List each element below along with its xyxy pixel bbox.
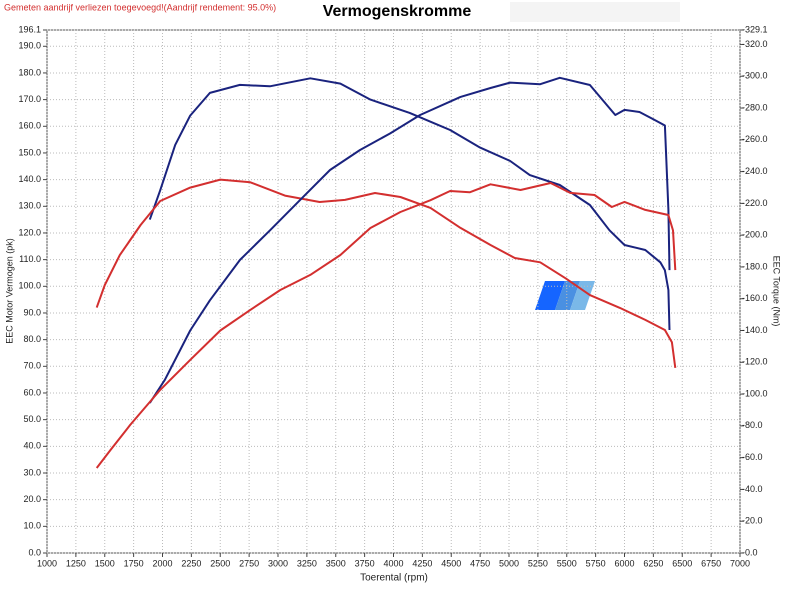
x-tick-label: 4750 (470, 558, 490, 568)
y2-tick-label: -100.0 (742, 388, 768, 398)
x-tick-label: 3000 (268, 558, 288, 568)
series-line (95, 178, 677, 369)
x-tick-label: 2000 (152, 558, 172, 568)
x-tick-label: 2250 (181, 558, 201, 568)
series-line (148, 77, 671, 331)
y-tick-label: 60.0 (23, 387, 41, 397)
y2-tick-label: -40.0 (742, 484, 763, 494)
y-tick-label: 40.0 (23, 441, 41, 451)
x-tick-label: 6000 (614, 558, 634, 568)
y2-tick-label: -220.0 (742, 198, 768, 208)
x-tick-label: 2750 (239, 558, 259, 568)
y-tick-label: 130.0 (18, 201, 41, 211)
y-tick-label: 120.0 (18, 227, 41, 237)
y-axis-label: EEC Motor Vermogen (pk) (4, 238, 14, 344)
x-tick-label: 2500 (210, 558, 230, 568)
y-tick-label: 180.0 (18, 67, 41, 77)
series-line (148, 76, 671, 404)
x-tick-label: 4000 (383, 558, 403, 568)
y-tick-label: 160.0 (18, 121, 41, 131)
y2-tick-label: -120.0 (742, 357, 768, 367)
x-tick-label: 3250 (297, 558, 317, 568)
x-tick-label: 5250 (528, 558, 548, 568)
x-tick-label: 5000 (499, 558, 519, 568)
y2-tick-label: -320.0 (742, 39, 768, 49)
x-tick-label: 6500 (672, 558, 692, 568)
x-tick-label: 3500 (326, 558, 346, 568)
x-tick-label: 5750 (586, 558, 606, 568)
y-tick-label: 90.0 (23, 307, 41, 317)
y2-tick-label: -260.0 (742, 134, 768, 144)
y-tick-label: 50.0 (23, 414, 41, 424)
y2-tick-label: -80.0 (742, 420, 763, 430)
x-tick-label: 1750 (124, 558, 144, 568)
y-tick-label: 10.0 (23, 521, 41, 531)
y-tick-label: 170.0 (18, 94, 41, 104)
y2-tick-label: -160.0 (742, 293, 768, 303)
y-tick-label: 20.0 (23, 494, 41, 504)
y-tick-label: 100.0 (18, 281, 41, 291)
y2-tick-label: -60.0 (742, 452, 763, 462)
y2-tick-label: -300.0 (742, 71, 768, 81)
x-tick-label: 6750 (701, 558, 721, 568)
y-tick-label: 110.0 (19, 254, 41, 264)
x-tick-label: 3750 (355, 558, 375, 568)
x-tick-label: 6250 (643, 558, 663, 568)
series-line (95, 182, 677, 469)
x-tick-label: 4250 (412, 558, 432, 568)
y2-tick-label: -329.1 (742, 24, 768, 34)
x-tick-label: 4500 (441, 558, 461, 568)
y-tick-label: 30.0 (23, 467, 41, 477)
y-tick-label: 70.0 (23, 361, 41, 371)
y2-tick-label: -140.0 (742, 325, 768, 335)
y2-tick-label: -180.0 (742, 261, 768, 271)
y2-tick-label: -0.0 (742, 547, 758, 557)
title-box (510, 2, 680, 22)
y2-axis-label: EEC Torque (Nm) (772, 256, 782, 327)
x-tick-label: 1250 (66, 558, 86, 568)
x-tick-label: 7000 (730, 558, 750, 568)
y-tick-label: 80.0 (23, 334, 41, 344)
x-tick-label: 1000 (37, 558, 57, 568)
x-axis-label: Toerental (rpm) (360, 573, 428, 584)
y-tick-label: 0.0 (28, 547, 41, 557)
x-tick-label: 5500 (557, 558, 577, 568)
y-tick-label: 140.0 (18, 174, 41, 184)
watermark (535, 281, 595, 310)
note: Gemeten aandrijf verliezen toegevoegd!(A… (4, 2, 276, 12)
y-tick-label: 196.1 (18, 24, 41, 34)
chart-title: Vermogenskromme (323, 3, 472, 20)
y-tick-label: 190.0 (18, 41, 41, 51)
y2-tick-label: -240.0 (742, 166, 768, 176)
y2-tick-label: -280.0 (742, 102, 768, 112)
y-tick-label: 150.0 (18, 147, 41, 157)
x-tick-label: 1500 (95, 558, 115, 568)
y2-tick-label: -200.0 (742, 230, 768, 240)
y2-tick-label: -20.0 (742, 516, 763, 526)
